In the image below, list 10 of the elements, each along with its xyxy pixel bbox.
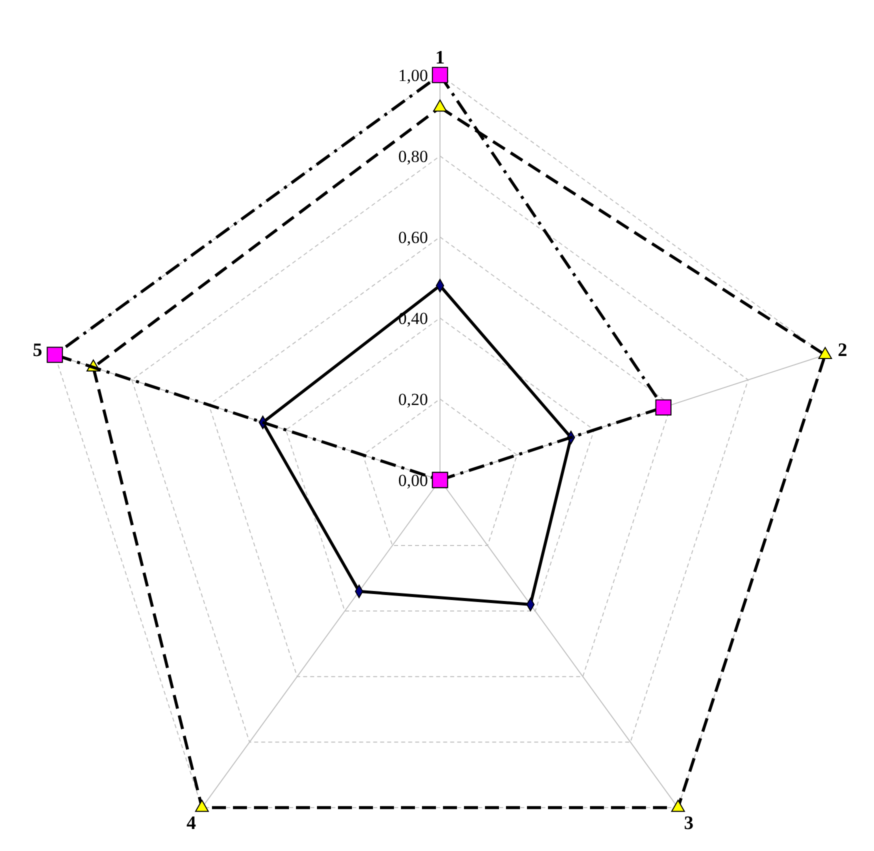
spoke-label: 2 [838, 340, 848, 361]
spoke-label: 5 [32, 340, 42, 361]
y-tick-label: 0,60 [398, 228, 428, 247]
y-tick-label: 0,00 [398, 470, 428, 490]
y-tick-label: 0,20 [398, 390, 428, 409]
spoke-label: 4 [186, 813, 196, 834]
y-tick-label: 1,00 [398, 66, 428, 85]
y-tick-label: 0,80 [398, 146, 428, 166]
spoke-label: 1 [435, 47, 445, 68]
spoke-label: 3 [684, 813, 694, 834]
